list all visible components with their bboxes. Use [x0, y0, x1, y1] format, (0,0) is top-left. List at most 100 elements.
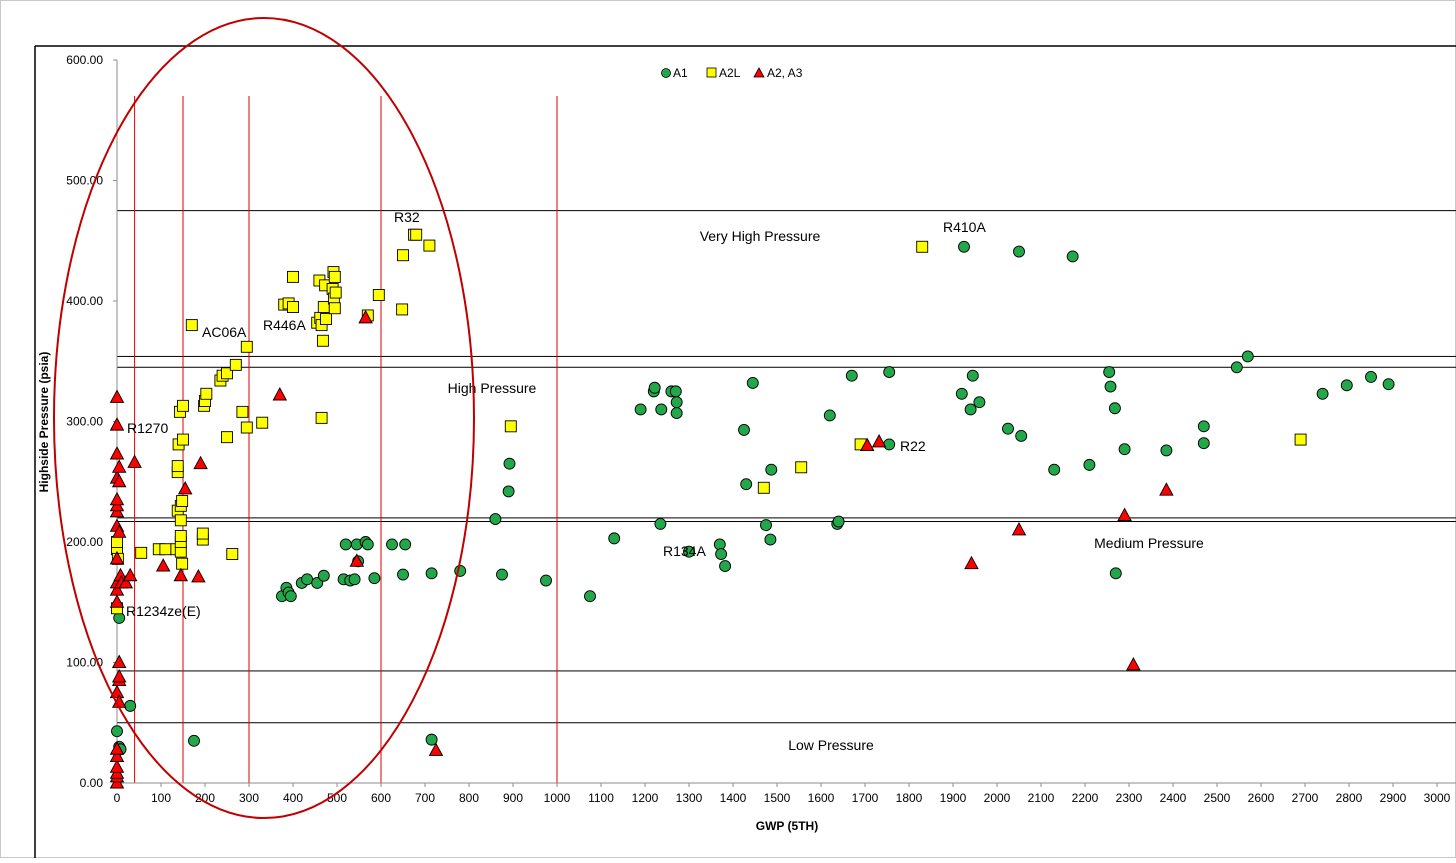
x-tick-label: 1100	[588, 791, 614, 805]
point-a1	[425, 733, 438, 746]
point-a1	[955, 387, 968, 400]
point-a1	[1241, 350, 1254, 363]
point-a1	[397, 568, 409, 581]
point-a1	[760, 519, 772, 532]
legend-marker-a1	[661, 68, 671, 78]
point-a2l	[226, 548, 239, 560]
point-a1	[1013, 245, 1025, 258]
x-tick-label: 300	[239, 791, 259, 805]
point-a1	[1230, 361, 1243, 374]
point-a1	[845, 369, 858, 382]
point-a1	[1103, 366, 1116, 379]
point-a1	[1118, 443, 1131, 456]
point-a1	[1197, 420, 1210, 433]
point-a2-a3	[109, 582, 125, 596]
x-tick-label: 1200	[632, 791, 659, 805]
y-tick-label: 100.00	[66, 656, 103, 670]
x-tick-label: 2900	[1380, 791, 1407, 805]
point-a2l	[320, 313, 332, 326]
point-a2-a3	[109, 446, 125, 460]
point-a2-a3	[109, 594, 125, 608]
annotation-r32: R32	[394, 209, 420, 225]
point-a2l	[317, 301, 330, 313]
x-tick-label: 200	[195, 791, 215, 805]
point-a2-a3	[358, 309, 373, 324]
point-a2-a3	[871, 434, 887, 448]
point-a2-a3	[859, 437, 875, 452]
point-a1	[883, 438, 896, 451]
y-axis-title: Highside Pressure (psia)	[37, 352, 51, 493]
point-a2-a3	[349, 553, 365, 567]
point-a2l	[396, 303, 409, 316]
point-a2l	[111, 536, 123, 548]
x-tick-label: 900	[503, 791, 523, 805]
point-a1	[188, 734, 200, 747]
x-tick-label: 2300	[1116, 791, 1143, 805]
point-a2-a3	[109, 759, 125, 773]
point-a1	[399, 538, 412, 551]
point-a2l	[423, 239, 436, 252]
point-a2-a3	[1011, 522, 1027, 536]
x-tick-label: 0	[114, 791, 121, 805]
pressure-zone-2	[116, 521, 1456, 672]
x-tick-label: 600	[371, 791, 391, 805]
point-a1	[425, 567, 438, 580]
point-a2-a3	[118, 575, 134, 589]
point-a1	[738, 423, 750, 436]
point-a2-a3	[191, 569, 206, 583]
annotation-r22: R22	[900, 438, 926, 454]
annotation-r134a: R134A	[663, 543, 706, 559]
point-a2l	[328, 270, 341, 283]
point-a1	[284, 590, 297, 603]
point-a1	[1048, 463, 1061, 476]
x-tick-label: 2400	[1160, 791, 1187, 805]
point-a2l	[236, 405, 249, 418]
point-a2l	[287, 270, 299, 283]
point-a1	[883, 366, 896, 379]
point-a2l	[329, 286, 342, 299]
point-a2-a3	[428, 742, 444, 756]
point-a2-a3	[127, 454, 142, 468]
annotation-r1270: R1270	[127, 420, 168, 436]
point-a1	[1109, 567, 1122, 580]
point-a1	[764, 533, 777, 546]
x-tick-label: 1700	[852, 791, 879, 805]
point-a2l	[1294, 433, 1307, 446]
point-a1	[1316, 387, 1329, 400]
point-a1	[740, 478, 753, 491]
x-tick-label: 2100	[1028, 791, 1055, 805]
point-a2l	[159, 543, 172, 556]
point-a2-a3	[109, 550, 125, 565]
x-tick-label: 2700	[1292, 791, 1319, 805]
point-a1	[496, 568, 508, 581]
point-a2-a3	[109, 741, 125, 755]
point-a1	[966, 369, 979, 382]
point-a2-a3	[193, 455, 208, 470]
point-a1	[502, 485, 515, 498]
x-tick-label: 2200	[1072, 791, 1099, 805]
data-points	[109, 228, 1395, 789]
point-a1	[1365, 370, 1377, 383]
point-a1	[648, 381, 661, 394]
point-a2l	[287, 301, 299, 313]
point-a2-a3	[155, 558, 171, 572]
point-a1	[654, 517, 667, 530]
x-tick-label: 1500	[764, 791, 791, 805]
x-tick-label: 100	[151, 791, 171, 805]
point-a1	[832, 515, 845, 528]
x-tick-label: 2000	[984, 791, 1011, 805]
point-a1	[584, 590, 596, 603]
x-tick-label: 1300	[676, 791, 703, 805]
point-a2l	[229, 358, 242, 371]
point-a2-a3	[109, 491, 125, 506]
point-a1	[719, 560, 732, 573]
pressure-zone-1	[116, 366, 1456, 519]
point-a2l	[410, 228, 423, 241]
point-a2l	[757, 481, 770, 494]
point-a2l	[135, 546, 148, 559]
point-a2l	[504, 420, 517, 433]
point-a1	[1340, 379, 1353, 392]
x-tick-label: 800	[459, 791, 479, 805]
x-tick-label: 400	[283, 791, 303, 805]
point-a1	[503, 457, 516, 470]
